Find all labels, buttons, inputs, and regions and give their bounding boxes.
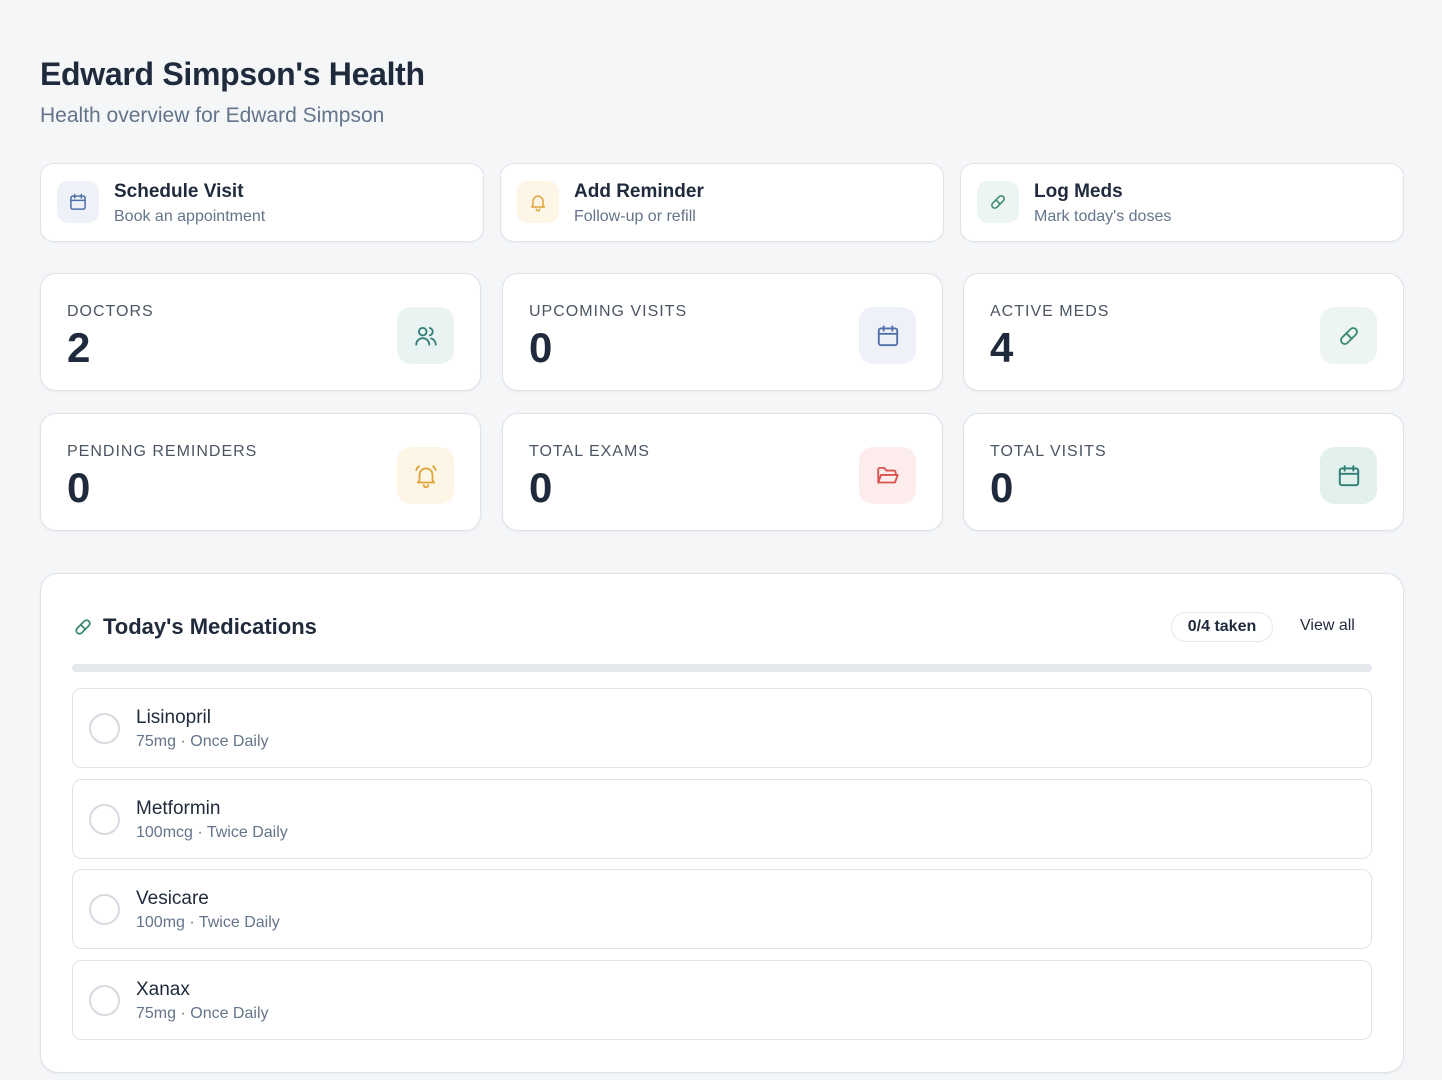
medication-detail: 75mg · Once Daily [136,1005,269,1022]
view-all-link[interactable]: View all [1300,617,1355,634]
todays-medications-panel: Today's Medications 0/4 taken View all L… [40,573,1404,1073]
taken-checkbox[interactable] [89,894,120,925]
medication-detail: 75mg · Once Daily [136,733,269,750]
action-subtitle: Follow-up or refill [574,208,696,225]
folder-open-icon [859,447,916,504]
pill-icon [72,616,94,638]
stat-card-total-visits: Total Visits 0 [963,413,1404,531]
stat-value: 0 [529,324,553,371]
medication-name: Metformin [136,798,221,819]
action-title: Log Meds [1034,181,1123,202]
stat-value: 0 [67,464,91,511]
page-subtitle: Health overview for Edward Simpson [40,104,385,127]
quick-actions: Schedule Visit Book an appointment Add R… [40,163,1404,242]
add-reminder-button[interactable]: Add Reminder Follow-up or refill [500,163,944,242]
bell-icon [517,181,559,223]
calendar-icon [57,181,99,223]
medication-name: Xanax [136,979,190,1000]
calendar-icon [1320,447,1377,504]
action-title: Add Reminder [574,181,704,202]
medication-name: Lisinopril [136,707,211,728]
stat-value: 0 [529,464,553,511]
stat-card-pending-reminders: Pending Reminders 0 [40,413,481,531]
stat-card-active-meds: Active Meds 4 [963,273,1404,391]
taken-checkbox[interactable] [89,804,120,835]
medication-progress-bar [72,664,1372,672]
medication-detail: 100mcg · Twice Daily [136,824,288,841]
stat-label: Doctors [67,303,154,320]
taken-checkbox[interactable] [89,985,120,1016]
bell-ringing-icon [397,447,454,504]
taken-count-badge: 0/4 taken [1171,612,1273,642]
stat-value: 4 [990,324,1014,371]
log-meds-button[interactable]: Log Meds Mark today's doses [960,163,1404,242]
pill-icon [977,181,1019,223]
page-title: Edward Simpson's Health [40,56,425,92]
medication-detail: 100mg · Twice Daily [136,914,280,931]
pill-icon [1320,307,1377,364]
stat-label: Pending Reminders [67,443,258,460]
medications-title: Today's Medications [103,614,317,639]
calendar-icon [859,307,916,364]
taken-checkbox[interactable] [89,713,120,744]
medication-name: Vesicare [136,888,209,909]
medication-row: Metformin 100mcg · Twice Daily [72,779,1372,859]
stat-value: 0 [990,464,1014,511]
action-subtitle: Book an appointment [114,208,266,225]
stat-label: Active Meds [990,303,1110,320]
stat-label: Total Exams [529,443,650,460]
stat-card-doctors: Doctors 2 [40,273,481,391]
stat-label: Total Visits [990,443,1107,460]
users-icon [397,307,454,364]
stat-label: Upcoming Visits [529,303,688,320]
action-title: Schedule Visit [114,181,244,202]
action-subtitle: Mark today's doses [1034,208,1172,225]
medication-row: Xanax 75mg · Once Daily [72,960,1372,1040]
medication-row: Vesicare 100mg · Twice Daily [72,869,1372,949]
schedule-visit-button[interactable]: Schedule Visit Book an appointment [40,163,484,242]
stat-card-upcoming-visits: Upcoming Visits 0 [502,273,943,391]
stat-value: 2 [67,324,91,371]
medication-row: Lisinopril 75mg · Once Daily [72,688,1372,768]
stat-card-total-exams: Total Exams 0 [502,413,943,531]
